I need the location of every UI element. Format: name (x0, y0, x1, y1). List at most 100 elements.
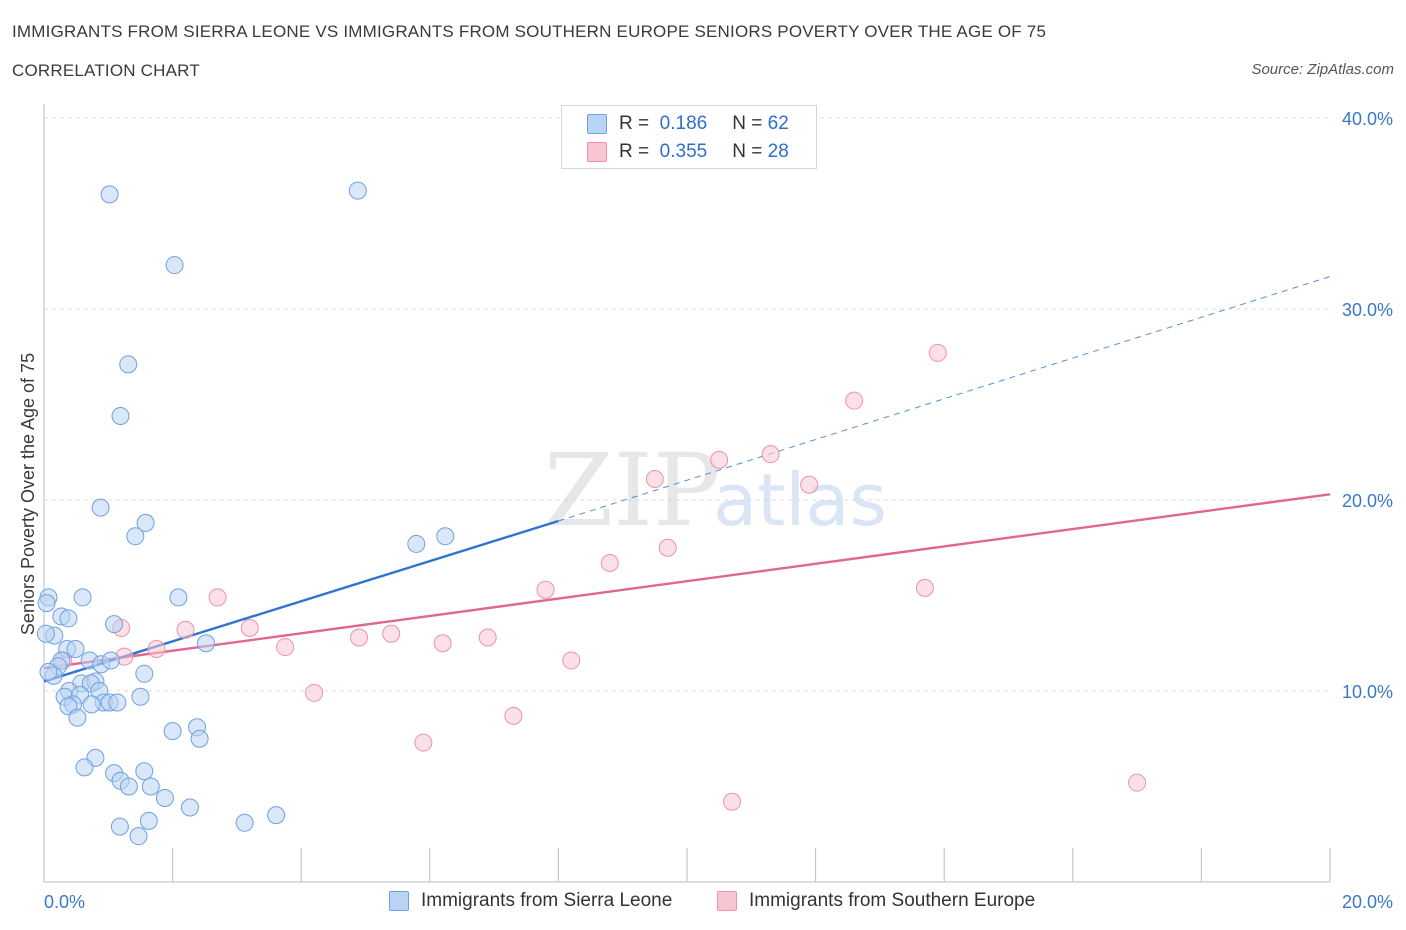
point-sierra-leone (169, 588, 188, 607)
legend-n-value: 28 (767, 141, 789, 162)
point-sierra-leone (59, 609, 78, 628)
point-sierra-leone (82, 695, 101, 714)
point-southern-europe (845, 391, 864, 410)
point-sierra-leone (267, 806, 286, 825)
legend-swatch-pink (587, 142, 607, 162)
point-sierra-leone (348, 181, 367, 200)
series-legend-sierra-leone[interactable]: Immigrants from Sierra Leone (389, 890, 672, 912)
point-sierra-leone (37, 594, 56, 613)
chart-title: IMMIGRANTS FROM SIERRA LEONE VS IMMIGRAN… (12, 22, 1047, 41)
x-tick-label: 20.0% (1342, 892, 1393, 912)
point-southern-europe (176, 620, 195, 639)
y-axis-label: Seniors Poverty Over the Age of 75 (18, 353, 38, 635)
point-southern-europe (433, 634, 452, 653)
point-sierra-leone (165, 256, 184, 275)
chart-subtitle: CORRELATION CHART (12, 61, 200, 80)
point-sierra-leone (135, 664, 154, 683)
legend-n-value: 62 (767, 113, 789, 134)
legend-n-label: N = (732, 141, 763, 162)
point-southern-europe (915, 578, 934, 597)
series-legend-label: Immigrants from Southern Europe (749, 890, 1036, 911)
legend-swatch-blue (587, 114, 607, 134)
point-southern-europe (382, 624, 401, 643)
series-swatch-blue (389, 891, 409, 911)
stats-legend: R = 0.186 N = 62 R = 0.355 N = 28 (561, 105, 817, 169)
point-southern-europe (208, 588, 227, 607)
point-southern-europe (800, 475, 819, 494)
point-southern-europe (504, 706, 523, 725)
point-sierra-leone (36, 624, 55, 643)
point-sierra-leone (407, 534, 426, 553)
point-sierra-leone (163, 722, 182, 741)
data-points (36, 181, 1147, 846)
point-southern-europe (658, 538, 677, 557)
point-sierra-leone (68, 708, 87, 727)
point-sierra-leone (136, 513, 155, 532)
point-sierra-leone (39, 662, 58, 681)
axes (43, 104, 1331, 883)
point-sierra-leone (108, 693, 127, 712)
point-southern-europe (276, 638, 295, 657)
point-sierra-leone (119, 777, 138, 796)
point-southern-europe (562, 651, 581, 670)
point-sierra-leone (66, 639, 85, 658)
point-sierra-leone (131, 687, 150, 706)
point-southern-europe (305, 683, 324, 702)
y-tick-label: 10.0% (1342, 682, 1393, 702)
point-sierra-leone (101, 651, 120, 670)
point-sierra-leone (139, 811, 158, 830)
point-sierra-leone (100, 185, 119, 204)
point-sierra-leone (126, 527, 145, 546)
legend-r-label: R = (619, 113, 650, 134)
point-southern-europe (414, 733, 433, 752)
tick-labels: 10.0% 20.0% 30.0% 40.0% 0.0% 20.0% (44, 109, 1393, 912)
legend-n-label: N = (732, 113, 763, 134)
y-tick-label: 40.0% (1342, 109, 1393, 129)
point-southern-europe (350, 628, 369, 647)
point-sierra-leone (75, 758, 94, 777)
grid-lines (44, 117, 1330, 692)
point-sierra-leone (105, 615, 124, 634)
watermark-atlas: atlas (713, 458, 887, 542)
point-southern-europe (240, 618, 259, 637)
point-sierra-leone (197, 634, 216, 653)
point-sierra-leone (180, 798, 199, 817)
legend-r-label: R = (619, 141, 650, 162)
point-southern-europe (147, 639, 166, 658)
trend-line-southern-europe (43, 493, 1331, 670)
trend-line-sierra-leone-extrapolated (558, 276, 1331, 522)
point-southern-europe (478, 628, 497, 647)
y-tick-label: 30.0% (1342, 300, 1393, 320)
point-sierra-leone (155, 788, 174, 807)
point-sierra-leone (129, 827, 148, 846)
point-southern-europe (645, 469, 664, 488)
point-sierra-leone (141, 777, 160, 796)
legend-row-southern-europe: R = 0.355 N = 28 (587, 140, 789, 164)
watermark-zip: ZIP (544, 432, 720, 549)
series-swatch-pink (717, 891, 737, 911)
point-sierra-leone (235, 813, 254, 832)
point-southern-europe (600, 554, 619, 573)
point-sierra-leone (73, 588, 92, 607)
legend-r-value: 0.355 (659, 141, 708, 162)
watermark: ZIP atlas (544, 432, 887, 549)
point-sierra-leone (436, 527, 455, 546)
point-southern-europe (1128, 773, 1147, 792)
point-southern-europe (710, 450, 729, 469)
legend-row-sierra-leone: R = 0.186 N = 62 (587, 112, 789, 136)
point-southern-europe (536, 580, 555, 599)
point-sierra-leone (91, 498, 110, 517)
point-sierra-leone (111, 406, 130, 425)
point-sierra-leone (119, 355, 138, 374)
point-sierra-leone (110, 817, 129, 836)
point-southern-europe (761, 445, 780, 464)
series-legend-southern-europe[interactable]: Immigrants from Southern Europe (717, 890, 1035, 912)
y-tick-label: 20.0% (1342, 491, 1393, 511)
series-legend-label: Immigrants from Sierra Leone (421, 890, 673, 911)
legend-r-value: 0.186 (659, 113, 708, 134)
point-sierra-leone (135, 762, 154, 781)
point-sierra-leone (190, 729, 209, 748)
x-tick-label: 0.0% (44, 892, 85, 912)
source-credit: Source: ZipAtlas.com (1251, 61, 1394, 78)
